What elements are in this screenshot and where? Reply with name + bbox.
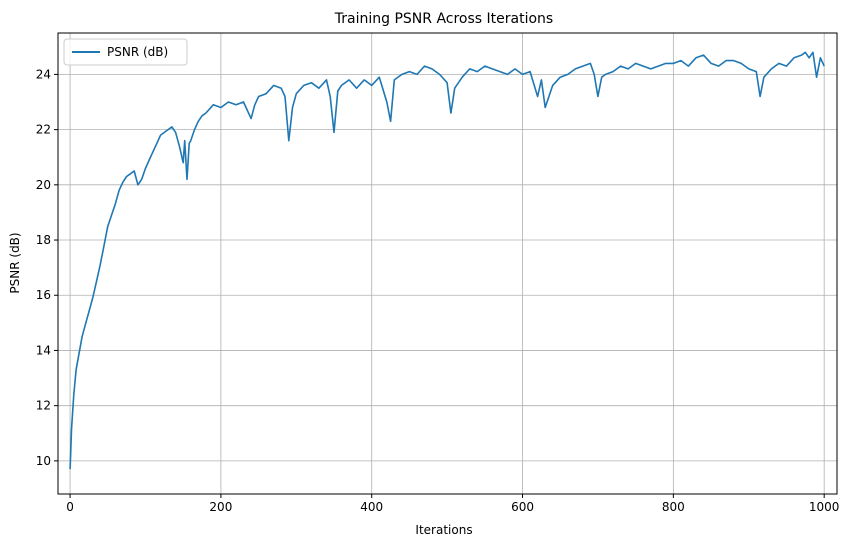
- x-axis-label: Iterations: [415, 523, 472, 537]
- psnr-series-line: [69, 51, 825, 470]
- y-tick-label: 18: [36, 233, 51, 247]
- y-axis-ticks: 10 12 14 16 18 20 22 24: [36, 67, 58, 468]
- x-tick-label: 200: [209, 500, 232, 514]
- x-tick-label: 1000: [809, 500, 840, 514]
- y-tick-label: 10: [36, 454, 51, 468]
- y-tick-label: 12: [36, 399, 51, 413]
- y-tick-label: 16: [36, 288, 51, 302]
- y-axis-label: PSNR (dB): [8, 232, 22, 293]
- x-tick-label: 800: [662, 500, 685, 514]
- y-tick-label: 20: [36, 178, 51, 192]
- x-axis-ticks: 0 200 400 600 800 1000: [66, 494, 839, 514]
- legend-label: PSNR (dB): [107, 45, 168, 59]
- gridlines: [58, 33, 837, 494]
- plot-area-frame: [57, 32, 838, 495]
- y-tick-label: 22: [36, 123, 51, 137]
- x-tick-label: 400: [360, 500, 383, 514]
- x-tick-label: 0: [66, 500, 74, 514]
- legend-box: [63, 38, 188, 66]
- y-tick-label: 14: [36, 343, 51, 357]
- chart-title: Training PSNR Across Iterations: [334, 11, 553, 27]
- x-tick-label: 600: [511, 500, 534, 514]
- series-layer: [69, 51, 825, 470]
- y-tick-label: 24: [36, 67, 51, 81]
- legend: PSNR (dB): [63, 38, 188, 66]
